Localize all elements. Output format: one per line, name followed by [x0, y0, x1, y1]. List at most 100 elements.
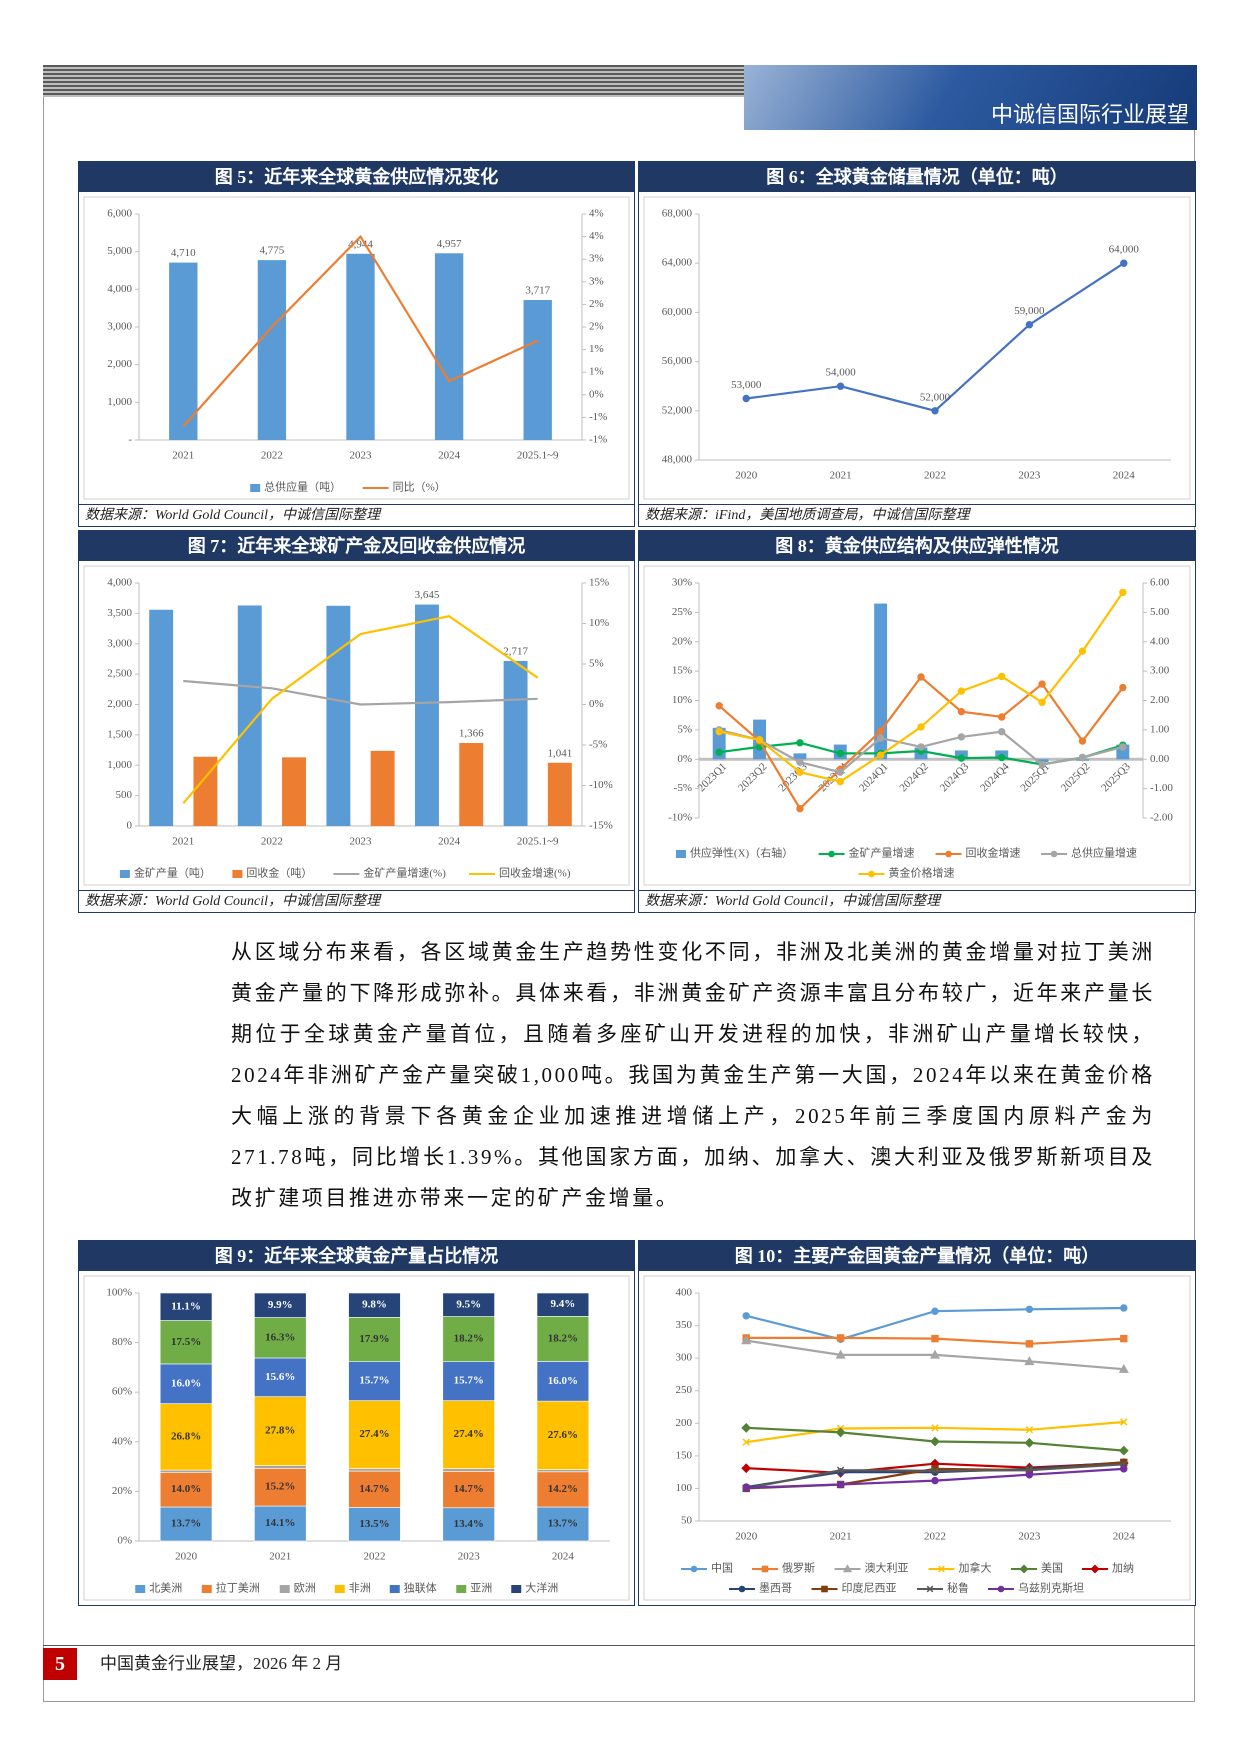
- x-tick-label: 2025.1~9: [517, 450, 559, 462]
- x-tick-label: 2024: [1113, 470, 1136, 482]
- marker: [931, 1467, 939, 1475]
- legend-label: 墨西哥: [759, 1582, 792, 1595]
- bar: [434, 253, 464, 440]
- plot-frame: [83, 565, 630, 886]
- x-tick-label: 2021: [172, 836, 194, 848]
- y-tick-label: 0%: [117, 1535, 132, 1547]
- y2-tick-label: 3%: [589, 253, 604, 265]
- bar: [415, 604, 439, 826]
- marker: [715, 727, 723, 736]
- y-tick-label: -5%: [674, 782, 692, 794]
- marker: [836, 1466, 845, 1474]
- y2-tick-label: 5.00: [1150, 606, 1170, 618]
- x-tick-label: 2024: [438, 836, 461, 848]
- plot-frame: [643, 565, 1191, 886]
- data-label: 13.4%: [454, 1518, 484, 1530]
- legend-marker: [938, 1565, 945, 1573]
- legend-marker: [868, 870, 875, 878]
- data-label: 14.2%: [548, 1483, 578, 1495]
- x-tick-label: 2023: [350, 836, 373, 848]
- y2-tick-label: 1.00: [1150, 723, 1170, 735]
- legend-label: 金矿产量（吨）: [134, 866, 211, 880]
- bar: [169, 262, 198, 440]
- marker: [1024, 1437, 1035, 1448]
- data-label: 9.5%: [456, 1298, 481, 1310]
- data-label: 52,000: [920, 391, 951, 403]
- y-tick-label: 15%: [672, 665, 692, 677]
- data-label: 26.8%: [171, 1430, 201, 1442]
- marker: [931, 1476, 939, 1485]
- y2-tick-label: 6.00: [1150, 577, 1170, 589]
- y2-tick-label: 1%: [589, 343, 604, 355]
- y2-tick-label: 3.00: [1150, 665, 1170, 677]
- marker: [741, 1422, 752, 1433]
- bar: [536, 1469, 590, 1473]
- bar: [348, 1507, 401, 1542]
- footer-text: 中国黄金行业展望，2026 年 2 月: [100, 1654, 343, 1673]
- bar: [254, 1396, 307, 1466]
- y-tick-label: 1,000: [107, 759, 132, 771]
- bar: [348, 1292, 401, 1318]
- y-tick-label: 500: [116, 789, 133, 801]
- x-tick-label: 2021: [830, 1531, 852, 1543]
- y2-tick-label: -15%: [589, 820, 613, 832]
- y-tick-label: 60%: [112, 1386, 132, 1398]
- figure-title: 图 5：近年来全球黄金供应情况变化: [79, 162, 634, 192]
- x-tick-label: 2023: [1018, 1531, 1041, 1543]
- legend-label: 乌兹别克斯坦: [1018, 1581, 1084, 1595]
- marker: [998, 672, 1006, 681]
- bar: [282, 757, 306, 826]
- marker: [1078, 647, 1087, 655]
- marker: [1024, 1356, 1035, 1366]
- legend-marker: [828, 850, 835, 858]
- bar: [523, 299, 552, 440]
- y-tick-label: 2,500: [107, 668, 132, 680]
- bar: [874, 603, 888, 760]
- legend-label: 总供应量（吨）: [264, 480, 341, 494]
- figure-panel: 图 7：近年来全球矿产金及回收金供应情况 0 500 1,000 1,500 2,000 2…: [78, 530, 635, 913]
- marker: [742, 394, 750, 403]
- bar: [1035, 759, 1049, 763]
- y2-tick-label: 2.00: [1150, 694, 1170, 706]
- legend-label: 印度尼西亚: [842, 1581, 897, 1595]
- data-label: 1,366: [459, 728, 484, 740]
- data-label: 9.8%: [362, 1299, 387, 1311]
- y-tick-label: 60,000: [662, 306, 693, 318]
- marker: [742, 1484, 750, 1492]
- y-tick-label: 1,500: [107, 728, 132, 740]
- bar: [254, 1505, 307, 1542]
- figure-title: 图 6：全球黄金储量情况（单位：吨）: [639, 162, 1195, 192]
- data-label: 15.7%: [359, 1375, 389, 1387]
- figure-source: 数据来源：World Gold Council，中诚信国际整理: [639, 890, 1195, 913]
- marker: [998, 753, 1006, 762]
- legend-marker: [1050, 850, 1058, 858]
- marker: [998, 713, 1006, 721]
- data-label: 16.3%: [265, 1331, 295, 1343]
- bar: [536, 1400, 590, 1470]
- figure-title: 图 9：近年来全球黄金产量占比情况: [79, 1241, 634, 1271]
- legend-marker: [1090, 1564, 1100, 1574]
- plot-frame: [643, 196, 1191, 500]
- legend-label: 独联体: [404, 1581, 437, 1595]
- data-label: 15.2%: [265, 1481, 295, 1493]
- y2-tick-label: 2%: [589, 321, 604, 333]
- figure-title: 图 10：主要产金国黄金产量情况（单位：吨）: [639, 1241, 1195, 1271]
- marker: [1038, 698, 1046, 706]
- bar: [370, 750, 395, 826]
- y-tick-label: 80%: [112, 1336, 132, 1348]
- y-tick-label: 20%: [112, 1485, 132, 1497]
- bar: [442, 1400, 495, 1469]
- y2-tick-label: 1%: [589, 366, 604, 378]
- y-tick-label: 1,000: [107, 396, 132, 408]
- figure-panel: 图 10：主要产金国黄金产量情况（单位：吨） 50 100 150 200 250 300 3…: [638, 1240, 1196, 1606]
- legend-marker: [1019, 1564, 1029, 1574]
- marker: [876, 727, 885, 735]
- data-label: 64,000: [1109, 244, 1140, 256]
- data-label: 4,957: [437, 238, 462, 250]
- y2-tick-label: -5%: [589, 739, 607, 751]
- marker: [836, 382, 845, 390]
- figure-title: 图 8：黄金供应结构及供应弹性情况: [639, 531, 1195, 561]
- marker: [1025, 1471, 1034, 1479]
- marker: [1078, 753, 1087, 762]
- y2-tick-label: 0%: [589, 698, 604, 710]
